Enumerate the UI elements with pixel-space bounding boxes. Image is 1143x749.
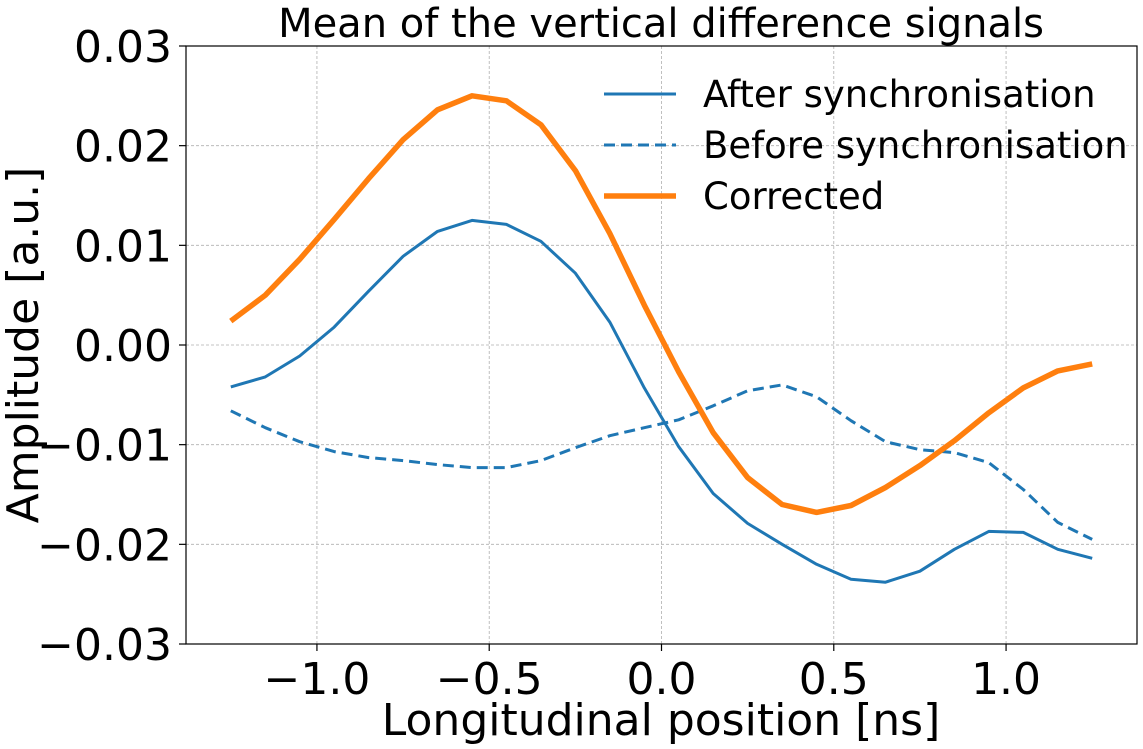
x-axis-label: Longitudinal position [ns] — [382, 695, 940, 746]
x-tick-label: −0.5 — [436, 654, 543, 705]
series-line-before-synchronisation — [230, 383, 1093, 541]
y-axis-label: Amplitude [a.u.] — [0, 167, 49, 524]
legend-label: Corrected — [703, 175, 884, 218]
plot-lines — [229, 93, 1093, 584]
y-tick-label: 0.00 — [74, 321, 172, 372]
chart-title: Mean of the vertical difference signals — [278, 1, 1044, 47]
legend-label: After synchronisation — [703, 73, 1096, 116]
series-line-after-synchronisation — [230, 218, 1093, 584]
legend-label: Before synchronisation — [703, 124, 1128, 167]
y-tick-label: −0.02 — [37, 520, 172, 571]
y-tick-label: −0.01 — [37, 421, 172, 472]
tick-labels: −1.0 −0.5 0.0 0.5 1.0 −0.03 −0.02 −0.01 0.00 0.01… — [37, 22, 1041, 705]
x-tick-label: 0.0 — [627, 654, 697, 705]
x-tick-label: −1.0 — [264, 654, 371, 705]
series-line-corrected — [229, 93, 1093, 516]
y-tick-label: 0.01 — [74, 221, 172, 272]
x-tick-label: 1.0 — [971, 654, 1041, 705]
axes — [179, 45, 1138, 651]
plot-frame — [185, 45, 1138, 645]
x-tick-label: 0.5 — [799, 654, 869, 705]
y-tick-label: −0.03 — [37, 620, 172, 671]
y-tick-label: 0.03 — [74, 22, 172, 73]
legend: After synchronisation Before synchronisat… — [604, 73, 1128, 218]
y-tick-label: 0.02 — [74, 122, 172, 173]
